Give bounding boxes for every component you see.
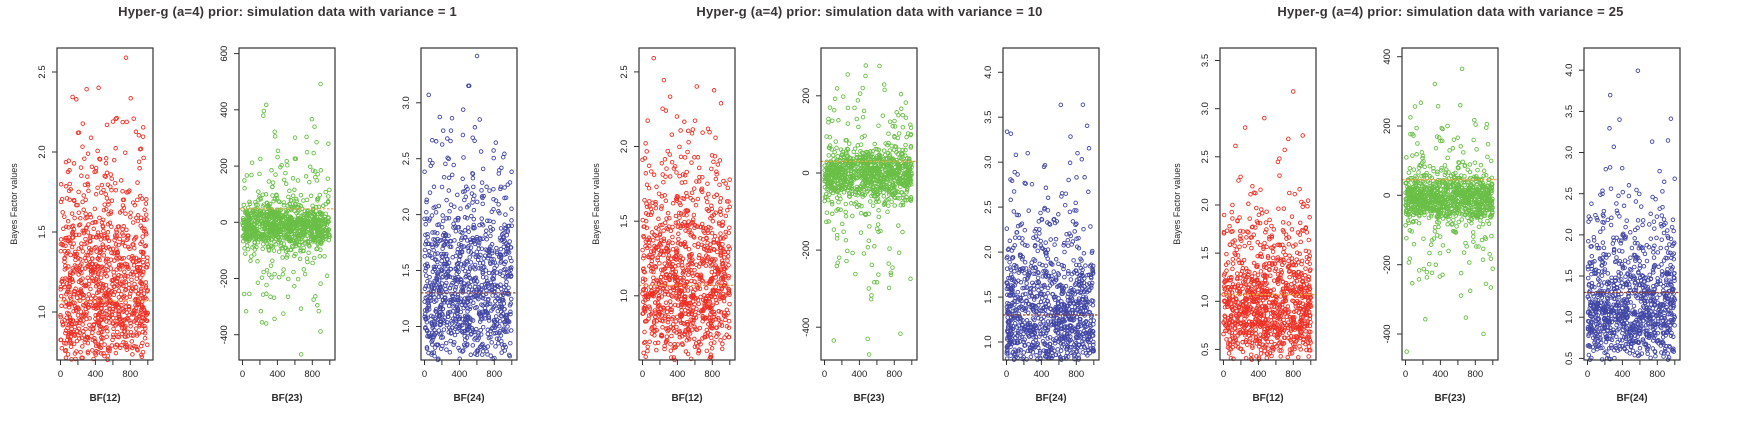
svg-text:0: 0: [640, 369, 645, 380]
svg-text:400: 400: [269, 369, 285, 380]
panel-bf24-variance-25: 0.5 1.0 1.5 2.0 2.5 3.0 3.5 4.0 0 400 800 BF(24): [1532, 0, 1688, 423]
svg-text:800: 800: [704, 369, 720, 380]
svg-text:1.0: 1.0: [401, 320, 412, 333]
svg-text:0: 0: [240, 369, 245, 380]
scatter-plot-bf12-variance-25: 0.51.01.52.02.53.03.50 400 800: [1200, 47, 1317, 380]
svg-text:-400: -400: [219, 325, 230, 344]
svg-text:1.0: 1.0: [619, 289, 630, 302]
x-axis-title: BF(12): [89, 393, 121, 404]
panel-bf23-variance-10: -400 -200 0 200 0 400 800 BF(23): [769, 0, 925, 423]
x-axis-title: BF(12): [671, 393, 703, 404]
svg-text:0: 0: [58, 369, 63, 380]
svg-text:800: 800: [122, 369, 138, 380]
svg-text:400: 400: [451, 369, 467, 380]
svg-text:2.0: 2.0: [619, 140, 630, 153]
svg-text:1.0: 1.0: [37, 305, 48, 318]
figure-group-variance-1: Hyper-g (a=4) prior: simulation data wit…: [0, 0, 581, 423]
svg-text:2.5: 2.5: [619, 65, 630, 78]
figure-title: Hyper-g (a=4) prior: simulation data wit…: [696, 4, 1043, 19]
figure-group-variance-25: Hyper-g (a=4) prior: simulation data wit…: [1163, 0, 1744, 423]
x-axis-title: BF(23): [853, 393, 885, 404]
panel-bf12-variance-1: 1.0 1.5 2.0 2.5 0 400 800 BF(12): [5, 0, 161, 423]
svg-text:200: 200: [219, 158, 230, 174]
scatter-plot-bf12-variance-10: 1.0 1.5 2.0 2.5 0 400 800: [619, 47, 736, 380]
x-axis-title: BF(24): [1616, 393, 1648, 404]
svg-text:-200: -200: [219, 269, 230, 288]
svg-text:2.0: 2.0: [401, 208, 412, 221]
figure-title: Hyper-g (a=4) prior: simulation data wit…: [118, 4, 457, 19]
svg-text:400: 400: [87, 369, 103, 380]
panel-bf24-variance-1: 1.0 1.5 2.0 2.5 3.0 0 400 800 BF(24): [369, 0, 525, 423]
x-axis-title: BF(23): [1434, 393, 1466, 404]
svg-text:0: 0: [219, 220, 230, 225]
x-axis-title: BF(12): [1252, 393, 1284, 404]
svg-text:400: 400: [669, 369, 685, 380]
svg-text:3.0: 3.0: [401, 96, 412, 109]
svg-text:800: 800: [486, 369, 502, 380]
x-axis-title: BF(23): [271, 393, 303, 404]
scatter-plot-bf24-variance-1: 1.0 1.5 2.0 2.5 3.0 0 400 800: [401, 47, 518, 380]
scatter-plot-bf24-variance-10: 1.01.52.02.53.03.54.00 400 800: [983, 47, 1100, 380]
x-axis-title: BF(24): [1035, 393, 1067, 404]
figure-title: Hyper-g (a=4) prior: simulation data wit…: [1277, 4, 1624, 19]
panel-bf23-variance-1: -400 -200 0 200 400 600 0 400 800 BF(23): [187, 0, 343, 423]
panel-bf24-variance-10: 1.0 1.5 2.0 2.5 3.0 3.5 4.0 0 400 800 BF(24): [951, 0, 1107, 423]
panel-bf23-variance-25: -400 -200 0 200 400 0 400 800 BF(23): [1350, 0, 1506, 423]
svg-text:600: 600: [219, 46, 230, 62]
svg-text:1.5: 1.5: [401, 264, 412, 277]
scatter-plot-bf23-variance-1: -400 -200 0 200 400 600 0 400 800: [219, 46, 336, 380]
svg-text:400: 400: [219, 102, 230, 118]
panel-bf12-variance-25: 0.5 1.0 1.5 2.0 2.5 3.0 3.5 0 400 800 BF(12): [1168, 0, 1324, 423]
scatter-plot-bf24-variance-25: 0.51.01.52.02.53.03.54.00 400 800: [1564, 47, 1681, 380]
svg-text:1.5: 1.5: [37, 225, 48, 238]
svg-text:800: 800: [304, 369, 320, 380]
svg-text:0: 0: [422, 369, 427, 380]
svg-text:2.5: 2.5: [37, 65, 48, 78]
svg-text:1.5: 1.5: [619, 215, 630, 228]
scatter-plot-bf12-variance-1: 1.0 1.5 2.0 2.5 0 400 800: [37, 47, 154, 380]
panel-bf12-variance-10: 1.0 1.5 2.0 2.5 0 400 800 BF(12): [587, 0, 743, 423]
figure-group-variance-10: Hyper-g (a=4) prior: simulation data wit…: [582, 0, 1163, 423]
x-axis-title: BF(24): [453, 393, 485, 404]
svg-text:2.0: 2.0: [37, 145, 48, 158]
svg-text:2.5: 2.5: [401, 152, 412, 165]
